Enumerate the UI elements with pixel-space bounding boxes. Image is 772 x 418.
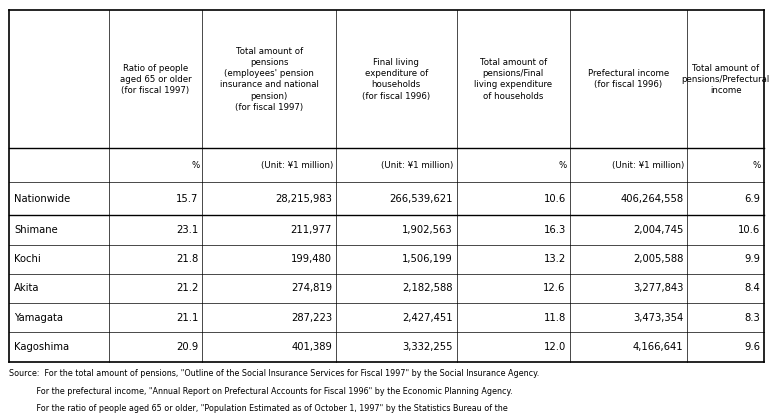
Text: 274,819: 274,819 (291, 283, 332, 293)
Text: 10.6: 10.6 (738, 225, 760, 235)
Text: 2,005,588: 2,005,588 (633, 254, 683, 264)
Text: 12.6: 12.6 (543, 283, 566, 293)
Text: 12.0: 12.0 (543, 342, 566, 352)
Text: 4,166,641: 4,166,641 (633, 342, 683, 352)
Text: 11.8: 11.8 (543, 313, 566, 323)
Text: 406,264,558: 406,264,558 (620, 194, 683, 204)
Text: 21.2: 21.2 (176, 283, 198, 293)
Text: Kagoshima: Kagoshima (14, 342, 69, 352)
Text: Nationwide: Nationwide (14, 194, 70, 204)
Text: 21.8: 21.8 (176, 254, 198, 264)
Text: 15.7: 15.7 (176, 194, 198, 204)
Text: Prefectural income
(for fiscal 1996): Prefectural income (for fiscal 1996) (587, 69, 669, 89)
Text: %: % (558, 161, 567, 170)
Text: 3,473,354: 3,473,354 (633, 313, 683, 323)
Text: 10.6: 10.6 (543, 194, 566, 204)
Text: (Unit: ¥1 million): (Unit: ¥1 million) (612, 161, 684, 170)
Text: Shimane: Shimane (14, 225, 58, 235)
Text: Kochi: Kochi (14, 254, 41, 264)
Text: 266,539,621: 266,539,621 (389, 194, 453, 204)
Text: 8.3: 8.3 (745, 313, 760, 323)
Text: For the prefectural income, "Annual Report on Prefectural Accounts for Fiscal 19: For the prefectural income, "Annual Repo… (9, 387, 513, 396)
Text: For the ratio of people aged 65 or older, "Population Estimated as of October 1,: For the ratio of people aged 65 or older… (9, 404, 508, 413)
Text: 3,332,255: 3,332,255 (402, 342, 453, 352)
Text: 1,902,563: 1,902,563 (402, 225, 453, 235)
Text: 9.6: 9.6 (744, 342, 760, 352)
Text: 13.2: 13.2 (543, 254, 566, 264)
Text: (Unit: ¥1 million): (Unit: ¥1 million) (261, 161, 333, 170)
Text: (Unit: ¥1 million): (Unit: ¥1 million) (381, 161, 454, 170)
Text: 2,004,745: 2,004,745 (633, 225, 683, 235)
Text: 8.4: 8.4 (745, 283, 760, 293)
Text: 21.1: 21.1 (176, 313, 198, 323)
Text: 6.9: 6.9 (744, 194, 760, 204)
Text: Akita: Akita (14, 283, 39, 293)
Text: 287,223: 287,223 (291, 313, 332, 323)
Text: 9.9: 9.9 (744, 254, 760, 264)
Text: Ratio of people
aged 65 or older
(for fiscal 1997): Ratio of people aged 65 or older (for fi… (120, 64, 191, 95)
Text: 23.1: 23.1 (176, 225, 198, 235)
Text: 211,977: 211,977 (291, 225, 332, 235)
Text: 2,182,588: 2,182,588 (402, 283, 453, 293)
Text: Yamagata: Yamagata (14, 313, 63, 323)
Text: 3,277,843: 3,277,843 (633, 283, 683, 293)
Text: 199,480: 199,480 (291, 254, 332, 264)
Text: Total amount of
pensions
(employees' pension
insurance and national
pension)
(fo: Total amount of pensions (employees' pen… (220, 47, 319, 112)
Text: Total amount of
pensions/Final
living expenditure
of households: Total amount of pensions/Final living ex… (474, 58, 552, 101)
Text: Source:  For the total amount of pensions, "Outline of the Social Insurance Serv: Source: For the total amount of pensions… (9, 369, 540, 378)
Text: Final living
expenditure of
households
(for fiscal 1996): Final living expenditure of households (… (362, 58, 430, 101)
Text: 401,389: 401,389 (291, 342, 332, 352)
Text: %: % (191, 161, 199, 170)
Text: 20.9: 20.9 (176, 342, 198, 352)
Text: 16.3: 16.3 (543, 225, 566, 235)
Text: 1,506,199: 1,506,199 (402, 254, 453, 264)
Text: Total amount of
pensions/Prefectural
income: Total amount of pensions/Prefectural inc… (682, 64, 770, 95)
Text: 28,215,983: 28,215,983 (275, 194, 332, 204)
Text: 2,427,451: 2,427,451 (402, 313, 453, 323)
Text: %: % (753, 161, 761, 170)
